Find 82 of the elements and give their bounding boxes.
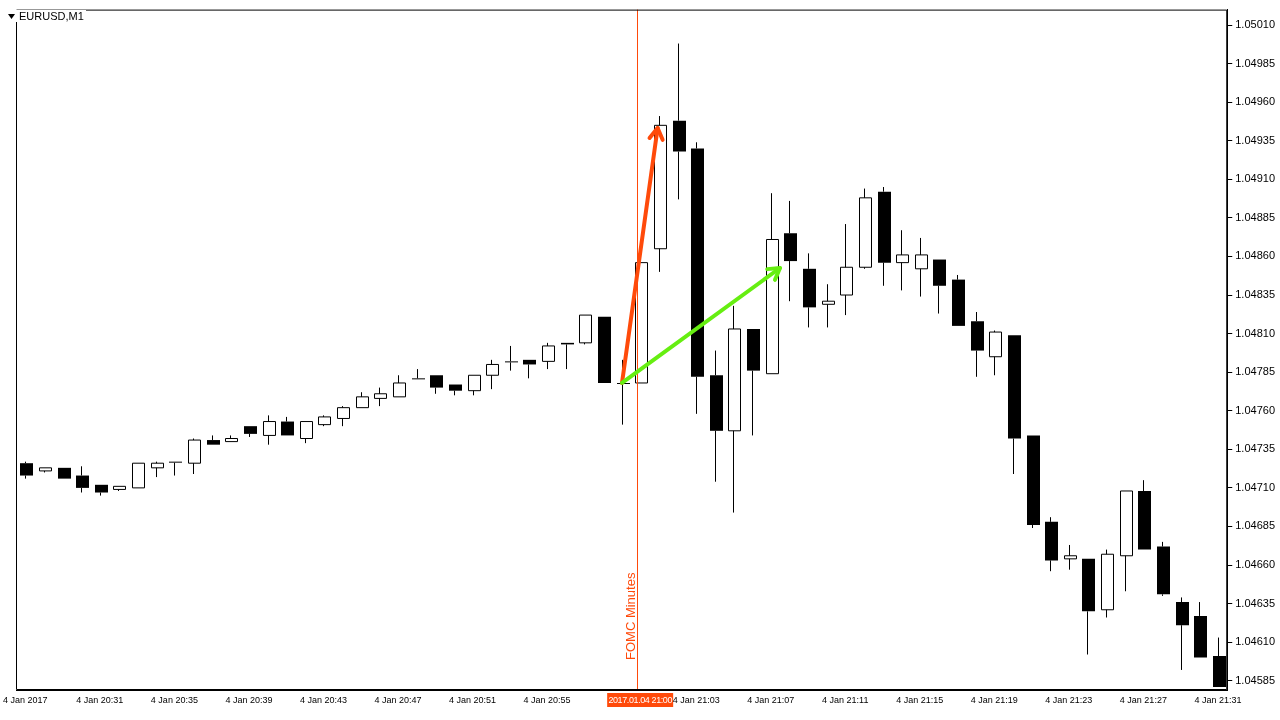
y-tick-label: 1.04760 [1235,403,1275,416]
y-tick-label: 1.04935 [1235,133,1275,146]
candlestick [1008,335,1021,475]
x-tick-label: 4 Jan 20:55 [523,694,571,707]
candlestick [281,416,294,436]
candlestick [505,345,518,372]
candlestick [803,252,816,328]
candlestick [673,43,686,200]
candlestick [486,359,499,390]
y-tick-label: 1.04910 [1235,172,1275,185]
y-tick-label: 1.04710 [1235,480,1275,493]
candlestick [766,192,779,375]
x-tick-label: 4 Jan 2017 [3,694,48,707]
y-tick-label: 1.04785 [1235,365,1275,378]
x-tick-label: 4 Jan 20:35 [150,694,198,707]
ref-line-label: FOMC Minutes [623,572,639,660]
y-tick-label: 1.04860 [1235,249,1275,262]
candlestick [896,229,909,291]
candlestick [263,414,276,446]
x-tick-label: 4 Jan 20:51 [449,694,497,707]
y-tick-label: 1.04985 [1235,56,1275,69]
candlestick [747,328,760,436]
candlestick [207,434,220,445]
y-tick-label: 1.04735 [1235,442,1275,455]
y-tick-label: 1.04960 [1235,95,1275,108]
candlestick [915,237,928,298]
candlestick [989,330,1002,376]
y-tick-label: 1.04810 [1235,326,1275,339]
x-tick-label: 4 Jan 21:19 [970,694,1018,707]
chart-title: EURUSD,M1 [19,10,84,22]
y-tick-label: 1.04660 [1235,558,1275,571]
candlestick [878,186,891,287]
candlestick [598,316,611,383]
y-tick-label: 1.04685 [1235,519,1275,532]
x-tick-label: 4 Jan 21:27 [1119,694,1167,707]
candlestick [691,141,704,415]
candlestick [710,350,723,483]
x-tick-label: 4 Jan 20:39 [225,694,273,707]
candlestick [933,259,946,315]
candlestick [1045,516,1058,572]
candlestick [1176,596,1189,671]
y-tick-label: 1.05010 [1235,18,1275,31]
y-tick-label: 1.04885 [1235,210,1275,223]
x-tick-label: 2017.01.04 21:00 [607,693,674,707]
y-tick-label: 1.04585 [1235,673,1275,686]
candlestick [784,200,797,302]
candlestick [58,467,71,479]
candlestick [244,426,257,438]
candlestick [76,465,89,494]
candlestick [1064,544,1077,571]
x-tick-label: 4 Jan 21:03 [672,694,720,707]
candlestick [412,368,425,380]
candlestick [1027,435,1040,529]
x-tick-label: 4 Jan 20:43 [299,694,347,707]
candlestick [1120,490,1133,592]
candlestick [840,223,853,316]
y-tick-label: 1.04835 [1235,288,1275,301]
candlestick [225,434,238,443]
candlestick [1138,479,1151,550]
x-tick-label: 4 Jan 21:07 [747,694,795,707]
candlestick [151,461,164,478]
x-tick-label: 4 Jan 21:15 [896,694,944,707]
candlestick [1082,558,1095,656]
x-tick-label: 4 Jan 21:23 [1045,694,1093,707]
candlestick [95,484,108,497]
y-tick-label: 1.04610 [1235,635,1275,648]
candlestick [952,274,965,326]
x-tick-label: 4 Jan 20:47 [374,694,422,707]
candlestick [1194,601,1207,658]
candlestick [430,375,443,395]
candlestick [971,311,984,378]
x-tick-label: 4 Jan 21:11 [822,694,869,707]
x-tick-label: 4 Jan 21:31 [1194,694,1242,707]
candlestick [132,462,145,489]
candlestick [654,115,667,273]
candlestick [822,283,835,328]
candlestick [1101,549,1114,618]
candlestick [728,305,741,514]
candlestick [1157,541,1170,597]
candlestick [169,461,182,477]
y-tick-label: 1.04635 [1235,596,1275,609]
x-tick-label: 4 Jan 20:31 [76,694,124,707]
